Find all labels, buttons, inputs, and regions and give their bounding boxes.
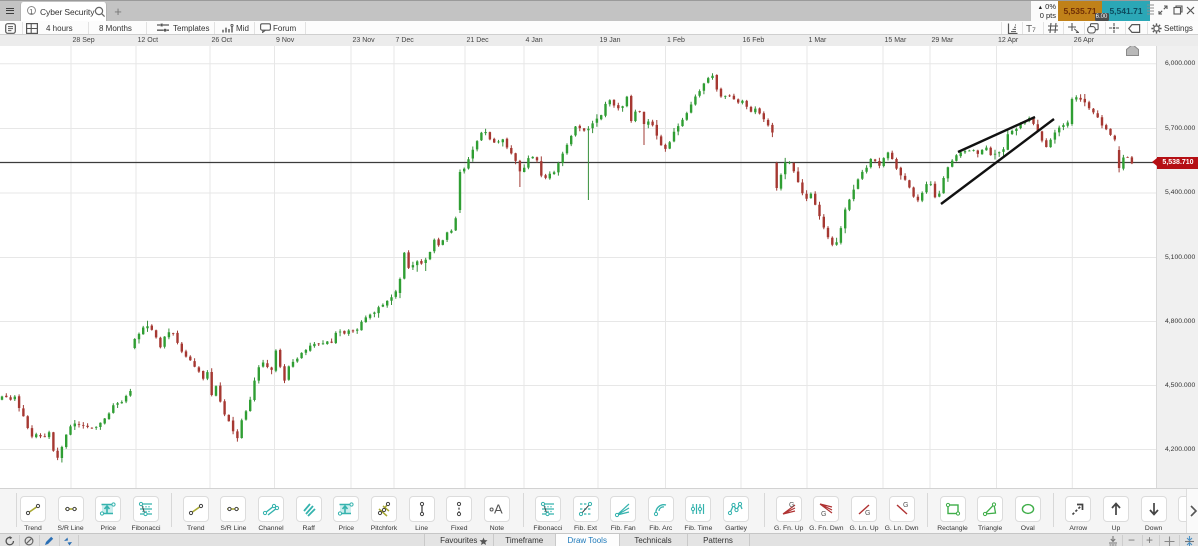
svg-text:G: G xyxy=(865,510,870,517)
svg-text:A: A xyxy=(494,502,503,517)
svg-text:G: G xyxy=(903,502,908,509)
svg-text:G: G xyxy=(821,511,826,518)
svg-text:G: G xyxy=(789,502,794,509)
